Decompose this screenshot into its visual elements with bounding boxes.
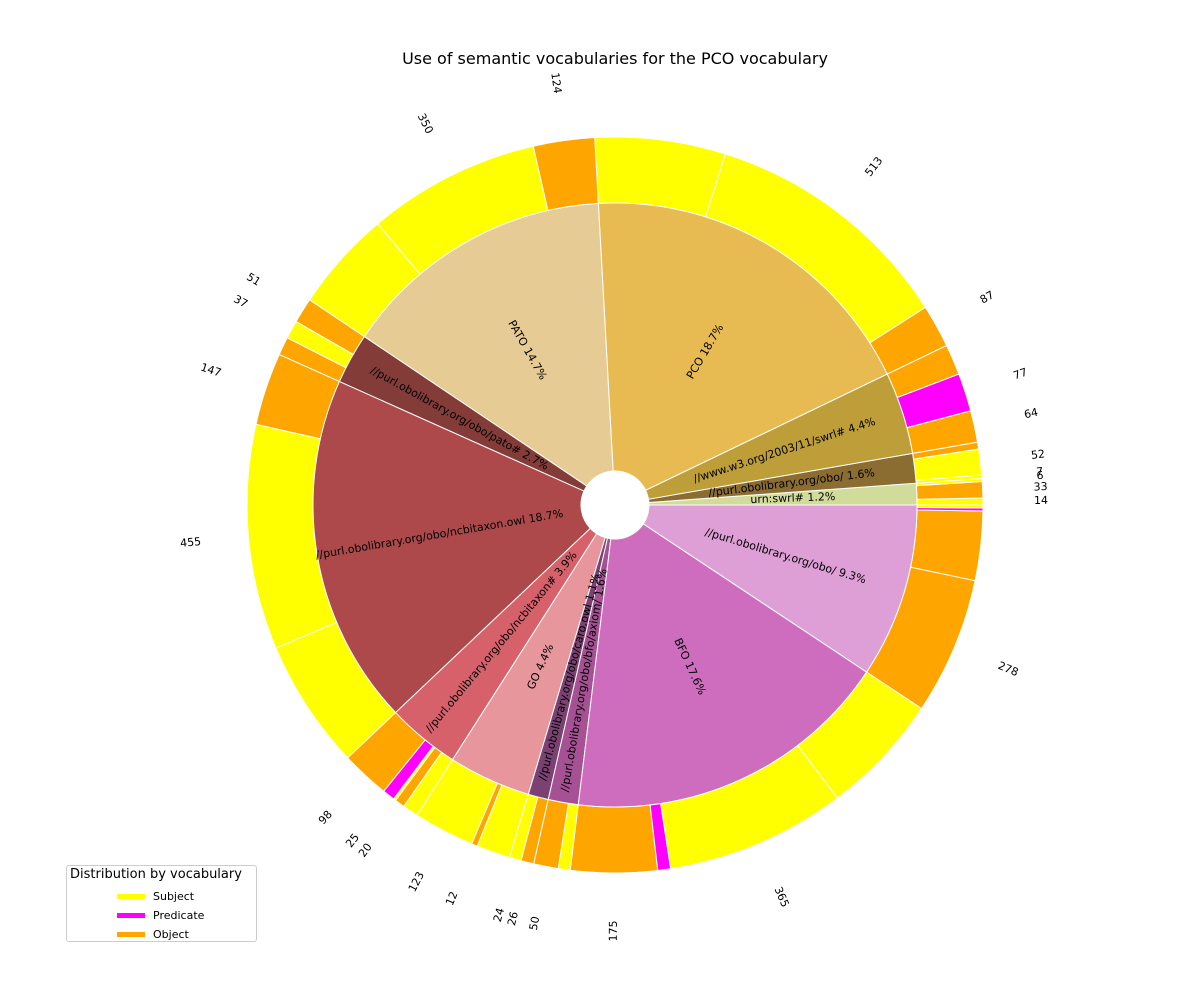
outer-value-label: 33 — [1033, 480, 1048, 494]
outer-value-label: 50 — [527, 915, 542, 931]
outer-value-label: 513 — [862, 154, 885, 179]
center-hole — [581, 471, 649, 539]
outer-segment-subject — [916, 504, 984, 509]
outer-value-label: 24 — [491, 906, 507, 923]
outer-value-label: 64 — [1023, 406, 1039, 422]
legend-label-predicate: Predicate — [153, 908, 205, 922]
legend-label-subject: Subject — [153, 889, 195, 903]
outer-value-label: 14 — [1034, 494, 1048, 507]
outer-value-label: 147 — [199, 361, 223, 380]
outer-value-label: 123 — [406, 870, 427, 895]
chart-title: Use of semantic vocabularies for the PCO… — [402, 49, 828, 68]
legend-swatch-object — [117, 931, 145, 937]
inner-ring — [312, 202, 918, 808]
outer-value-label: 7 — [1036, 465, 1044, 478]
legend-swatch-subject — [117, 893, 145, 899]
legend-item-object: Object — [117, 925, 189, 943]
legend-item-predicate: Predicate — [117, 906, 204, 924]
outer-value-label: 77 — [1012, 366, 1029, 383]
inner-label-urn-swrl: urn:swrl# 1.2% — [750, 490, 835, 506]
outer-value-label: 124 — [548, 72, 564, 95]
outer-value-label: 98 — [316, 808, 335, 827]
outer-value-label: 37 — [231, 292, 250, 310]
outer-value-label: 26 — [505, 910, 521, 927]
outer-value-label: 12 — [443, 890, 460, 908]
legend: Distribution by vocabulary Subject Predi… — [66, 865, 257, 942]
outer-value-label: 87 — [978, 288, 997, 306]
outer-value-label: 51 — [244, 270, 263, 288]
outer-value-label: 6 — [1036, 469, 1044, 482]
outer-value-label: 455 — [180, 535, 202, 550]
outer-value-label: 278 — [996, 659, 1020, 679]
outer-value-label: 52 — [1030, 447, 1045, 462]
outer-value-label: 20 — [356, 841, 375, 860]
outer-ring — [246, 136, 984, 874]
legend-label-object: Object — [153, 927, 189, 941]
outer-value-label: 350 — [415, 111, 436, 136]
legend-title: Distribution by vocabulary — [70, 867, 242, 882]
outer-value-label: 175 — [607, 920, 620, 941]
outer-segment-object — [569, 804, 659, 874]
outer-value-label: 365 — [772, 885, 792, 909]
legend-item-subject: Subject — [117, 887, 194, 905]
legend-swatch-predicate — [117, 912, 145, 918]
